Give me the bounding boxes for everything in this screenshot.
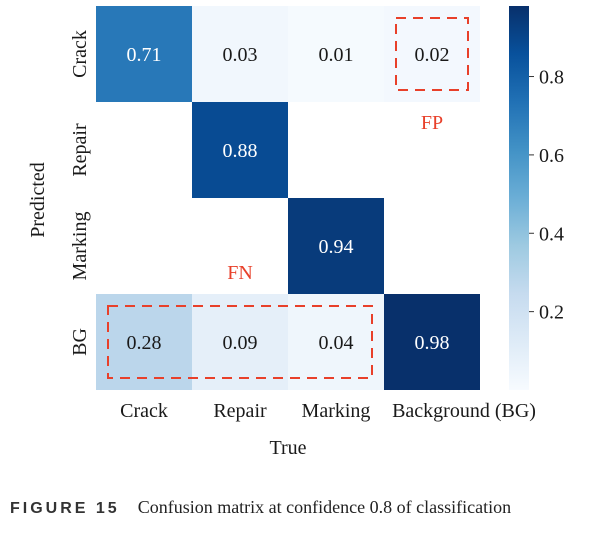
colorbar-tick-label: 0.4 bbox=[539, 223, 564, 245]
cell-value-label: 0.98 bbox=[415, 332, 450, 354]
heatmap-cells bbox=[96, 6, 480, 390]
heatmap-cell-labels: 0.71 0.03 0.01 0.02 0.88 0.94 0.28 0.09 0.04 0.98 bbox=[127, 44, 450, 354]
annotation-boxes: FP FN bbox=[107, 17, 469, 379]
y-tick-label: BG bbox=[69, 328, 91, 356]
heatmap-cell bbox=[288, 6, 384, 102]
annotation-box bbox=[107, 305, 373, 379]
cell-value-label: 0.28 bbox=[127, 332, 162, 354]
cell-value-label: 0.03 bbox=[223, 44, 258, 66]
heatmap-cell bbox=[288, 294, 384, 390]
heatmap-cell bbox=[192, 6, 288, 102]
caption-text: Confusion matrix at confidence 0.8 of cl… bbox=[137, 497, 512, 517]
heatmap-cell bbox=[384, 6, 480, 102]
heatmap-cell bbox=[96, 6, 192, 102]
x-axis-label: True bbox=[269, 437, 306, 459]
cell-value-label: 0.88 bbox=[223, 140, 258, 162]
heatmap-cell bbox=[288, 198, 384, 294]
cell-value-label: 0.71 bbox=[127, 44, 162, 66]
heatmap-cell bbox=[192, 294, 288, 390]
y-tick-labels: Crack Repair Marking BG bbox=[69, 30, 91, 356]
y-axis-label: Predicted bbox=[27, 162, 49, 238]
annotation-label: FN bbox=[227, 262, 253, 284]
x-tick-labels: Crack Repair Marking Background (BG) bbox=[120, 400, 536, 422]
cell-value-label: 0.94 bbox=[319, 236, 354, 258]
cell-value-label: 0.02 bbox=[415, 44, 450, 66]
y-tick-label: Repair bbox=[69, 123, 91, 177]
x-tick-label: Repair bbox=[213, 400, 267, 422]
annotation-label: FP bbox=[421, 112, 443, 134]
colorbar-ticks: 0.2 0.4 0.6 0.8 bbox=[529, 67, 564, 324]
x-tick-label: Crack bbox=[120, 400, 168, 422]
x-tick-label: Marking bbox=[302, 400, 371, 422]
figure-label: FIGURE 15 bbox=[10, 500, 120, 517]
colorbar-tick-label: 0.2 bbox=[539, 302, 564, 324]
heatmap-cell bbox=[96, 294, 192, 390]
figure-caption: FIGURE 15 Confusion matrix at confidence … bbox=[10, 494, 570, 522]
colorbar-tick-label: 0.8 bbox=[539, 67, 564, 89]
annotation-box bbox=[395, 17, 469, 91]
x-tick-label: Background (BG) bbox=[392, 400, 536, 422]
colorbar-tick-label: 0.6 bbox=[539, 145, 564, 167]
heatmap-cell bbox=[192, 102, 288, 198]
heatmap-cell bbox=[384, 294, 480, 390]
cell-value-label: 0.01 bbox=[319, 44, 354, 66]
confusion-matrix-chart: 0.71 0.03 0.01 0.02 0.88 0.94 0.28 0.09 0.04 0.98… bbox=[27, 6, 564, 459]
y-tick-label: Crack bbox=[69, 30, 91, 78]
cell-value-label: 0.04 bbox=[319, 332, 354, 354]
colorbar bbox=[509, 6, 529, 390]
y-tick-label: Marking bbox=[69, 212, 91, 281]
cell-value-label: 0.09 bbox=[223, 332, 258, 354]
